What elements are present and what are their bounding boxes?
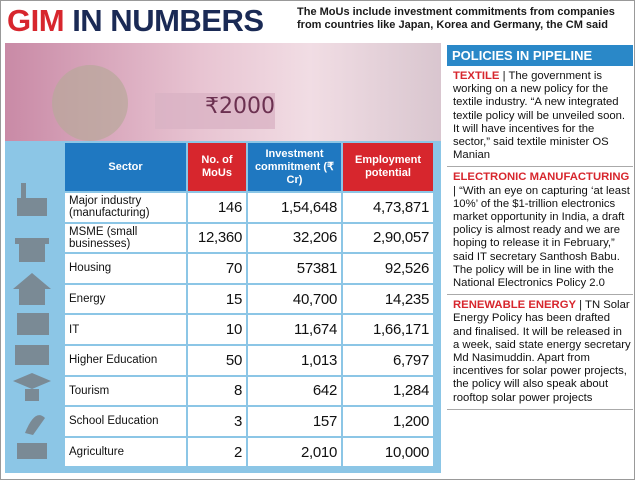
number-cell: 11,674 bbox=[248, 315, 341, 344]
sector-cell: IT bbox=[65, 315, 186, 344]
subtitle: The MoUs include investment commitments … bbox=[297, 6, 615, 31]
number-cell: 50 bbox=[188, 345, 246, 375]
number-cell: 6,797 bbox=[343, 345, 433, 375]
sector-cell: Tourism bbox=[65, 376, 186, 406]
policies-panel: POLICIES IN PIPELINE TEXTILE | The gover… bbox=[447, 45, 633, 414]
policy-label: TEXTILE bbox=[453, 70, 500, 82]
table-row: Higher Education 50 1,013 6,797 bbox=[65, 345, 433, 375]
number-cell: 57381 bbox=[248, 254, 341, 283]
svg-text:₹2000: ₹2000 bbox=[205, 94, 275, 119]
policy-label: RENEWABLE ENERGY bbox=[453, 299, 577, 312]
table-row: Major industry (manufacturing) 146 1,54,64… bbox=[65, 193, 433, 222]
table-panel: ₹2000 Sector No. of MoUs Investment commit… bbox=[5, 43, 441, 473]
number-cell: 12,360 bbox=[188, 223, 246, 253]
policy-text: | The government is working on a new pol… bbox=[453, 70, 626, 162]
sector-cell: MSME (small businesses) bbox=[65, 223, 186, 253]
table-row: IT 10 11,674 1,66,171 bbox=[65, 315, 433, 344]
column-header: Employment potential bbox=[343, 143, 433, 191]
table-row: Housing 70 57381 92,526 bbox=[65, 254, 433, 283]
table-row: MSME (small businesses) 12,360 32,206 2,90,… bbox=[65, 223, 433, 253]
policy-text: | TN Solar Energy Policy has been drafte… bbox=[453, 299, 631, 404]
data-table: Sector No. of MoUs Investment commitment (… bbox=[63, 141, 435, 468]
policy-item: TEXTILE | The government is working on a… bbox=[447, 70, 633, 168]
number-cell: 40,700 bbox=[248, 284, 341, 314]
number-cell: 14,235 bbox=[343, 284, 433, 314]
number-cell: 642 bbox=[248, 376, 341, 406]
number-cell: 1,200 bbox=[343, 407, 433, 436]
sector-cell: Energy bbox=[65, 284, 186, 314]
number-cell: 10,000 bbox=[343, 437, 433, 467]
banknote-image: ₹2000 bbox=[5, 43, 441, 141]
title-rest: IN NUMBERS bbox=[72, 3, 264, 38]
number-cell: 8 bbox=[188, 376, 246, 406]
number-cell: 32,206 bbox=[248, 223, 341, 253]
sector-cell: Housing bbox=[65, 254, 186, 283]
number-cell: 1,284 bbox=[343, 376, 433, 406]
policy-item: ELECTRONIC MANUFACTURING | “With an eye … bbox=[447, 171, 633, 296]
policy-label: ELECTRONIC MANUFACTURING bbox=[453, 171, 630, 184]
policy-text: | “With an eye on capturing ‘at least 10… bbox=[453, 184, 630, 290]
number-cell: 157 bbox=[248, 407, 341, 436]
number-cell: 92,526 bbox=[343, 254, 433, 283]
number-cell: 1,66,171 bbox=[343, 315, 433, 344]
sector-cell: Major industry (manufacturing) bbox=[65, 193, 186, 222]
table-row: Energy 15 40,700 14,235 bbox=[65, 284, 433, 314]
number-cell: 1,013 bbox=[248, 345, 341, 375]
number-cell: 146 bbox=[188, 193, 246, 222]
table-row: Agriculture 2 2,010 10,000 bbox=[65, 437, 433, 467]
number-cell: 2,90,057 bbox=[343, 223, 433, 253]
table-row: School Education 3 157 1,200 bbox=[65, 407, 433, 436]
sector-cell: Agriculture bbox=[65, 437, 186, 467]
number-cell: 70 bbox=[188, 254, 246, 283]
number-cell: 3 bbox=[188, 407, 246, 436]
title: GIM IN NUMBERS bbox=[7, 3, 264, 39]
number-cell: 10 bbox=[188, 315, 246, 344]
policies-title: POLICIES IN PIPELINE bbox=[447, 45, 633, 66]
sector-cell: Higher Education bbox=[65, 345, 186, 375]
banknote: ₹2000 bbox=[52, 65, 275, 141]
column-header: Sector bbox=[65, 143, 186, 191]
number-cell: 2,010 bbox=[248, 437, 341, 467]
number-cell: 15 bbox=[188, 284, 246, 314]
icons bbox=[13, 183, 51, 459]
column-header: Investment commitment (₹ Cr) bbox=[248, 143, 341, 191]
number-cell: 2 bbox=[188, 437, 246, 467]
column-header: No. of MoUs bbox=[188, 143, 246, 191]
sector-cell: School Education bbox=[65, 407, 186, 436]
number-cell: 1,54,648 bbox=[248, 193, 341, 222]
table-row: Tourism 8 642 1,284 bbox=[65, 376, 433, 406]
policy-item: RENEWABLE ENERGY | TN Solar Energy Polic… bbox=[447, 299, 633, 410]
number-cell: 4,73,871 bbox=[343, 193, 433, 222]
title-accent: GIM bbox=[7, 3, 65, 38]
